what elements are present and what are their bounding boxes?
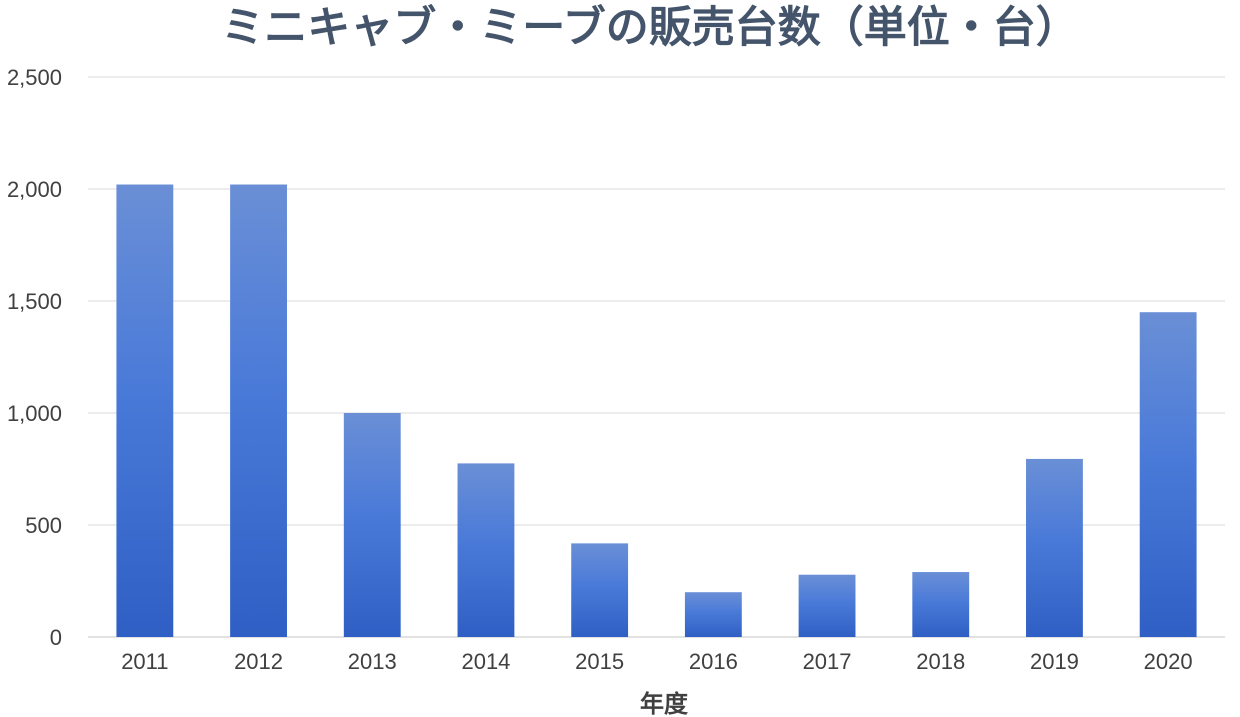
bar-2019 [1026, 458, 1083, 637]
bar-2016 [684, 592, 742, 637]
bar-2011 [116, 184, 174, 637]
x-tick-label: 2016 [689, 649, 738, 674]
x-tick-label: 2019 [1030, 649, 1079, 674]
bar-2015 [571, 543, 629, 637]
x-tick-label: 2013 [348, 649, 397, 674]
bar-2020 [1139, 312, 1197, 637]
y-tick-label: 2,500 [7, 65, 62, 90]
x-axis-ticks: 2011 2012 2013 2014 2015 2016 2017 2018 2019 2020 [121, 649, 1192, 674]
x-axis-label: 年度 [640, 690, 689, 717]
x-tick-label: 2018 [916, 649, 965, 674]
bar-2014 [457, 463, 515, 637]
x-tick-label: 2015 [575, 649, 624, 674]
y-tick-label: 2,000 [7, 177, 62, 202]
y-tick-label: 1,500 [7, 289, 62, 314]
y-tick-label: 1,000 [7, 401, 62, 426]
bar-2013 [343, 413, 401, 637]
chart-title: ミニキャブ・ミーブの販売台数（単位・台） [221, 3, 1078, 53]
y-axis-ticks: 0 500 1,000 1,500 2,000 2,500 [7, 65, 62, 650]
x-tick-label: 2012 [234, 649, 283, 674]
x-tick-label: 2014 [461, 649, 510, 674]
x-tick-label: 2011 [121, 649, 168, 674]
bar-layer [116, 184, 1197, 637]
x-tick-label: 2020 [1144, 649, 1193, 674]
x-tick-label: 2017 [803, 649, 852, 674]
bar-2018 [912, 572, 970, 637]
bar-2012 [230, 184, 287, 637]
bar-2017 [798, 574, 856, 637]
y-tick-label: 0 [50, 625, 62, 650]
y-tick-label: 500 [25, 513, 62, 538]
